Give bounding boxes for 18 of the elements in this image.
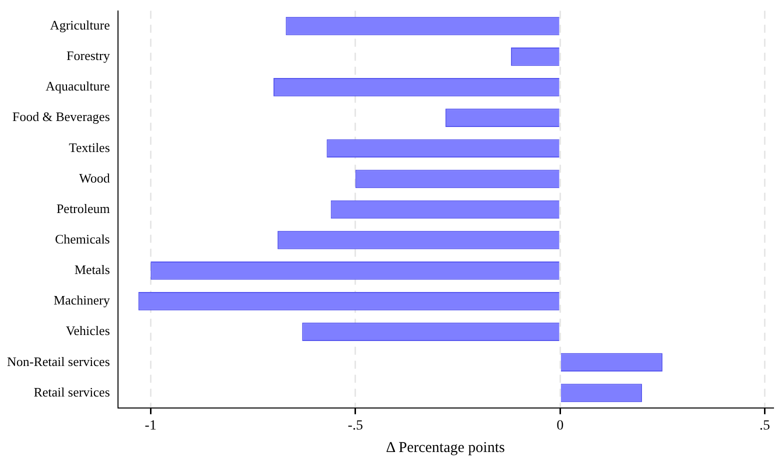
y-tick-label: Petroleum	[56, 200, 110, 216]
y-tick-label: Retail services	[34, 384, 110, 400]
y-tick-label: Forestry	[66, 48, 110, 64]
y-tick-label: Metals	[74, 262, 110, 278]
x-tick-label: 0	[556, 418, 564, 434]
x-axis-title: Δ Percentage points	[386, 440, 505, 456]
y-tick-label: Wood	[79, 170, 110, 186]
x-tick-label: -.5	[348, 418, 363, 434]
x-tick-label: .5	[760, 418, 770, 434]
y-tick-label: Food & Beverages	[12, 109, 110, 124]
x-tick-label: -1	[144, 418, 156, 434]
y-tick-label: Vehicles	[66, 323, 110, 338]
y-tick-label: Chemicals	[54, 231, 110, 246]
y-tick-label: Non-Retail services	[6, 354, 110, 369]
y-tick-label: Agriculture	[50, 18, 110, 33]
y-tick-label: Machinery	[54, 292, 110, 308]
y-tick-label: Textiles	[68, 140, 110, 155]
y-tick-label: Aquaculture	[46, 78, 110, 94]
